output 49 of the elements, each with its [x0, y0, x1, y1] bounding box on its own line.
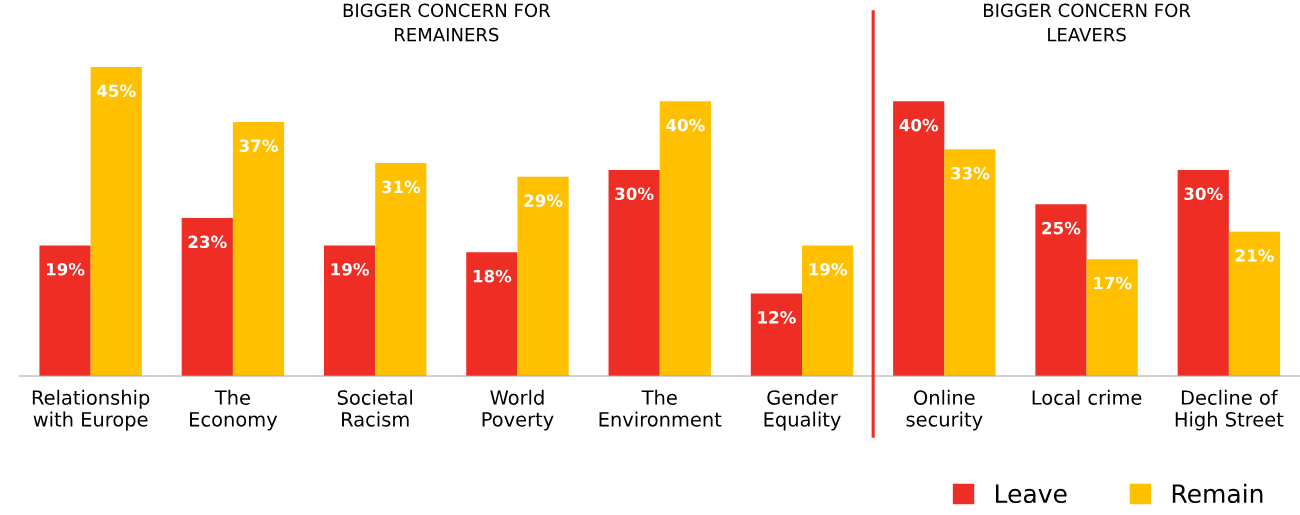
data-label: 19% [331, 262, 369, 276]
data-label: 25% [1042, 221, 1081, 235]
x-tick-label: The Economy [190, 389, 278, 431]
data-label: 30% [1184, 187, 1223, 201]
x-tick-label: The Environment [599, 389, 722, 427]
data-label: 31% [381, 180, 421, 194]
legend-label: Remain [1172, 483, 1263, 504]
bar [802, 245, 854, 376]
data-label: 40% [666, 118, 705, 132]
text: BIGGER CONCERN FOR LEAVERS [984, 3, 1191, 42]
data-label: 33% [951, 166, 990, 180]
bar [232, 121, 285, 376]
data-label: 23% [188, 235, 227, 249]
bar [181, 218, 233, 376]
x-tick-label: Online security [906, 389, 983, 431]
bar [1177, 169, 1229, 376]
bar [90, 66, 142, 376]
bar [750, 293, 803, 376]
bar [608, 169, 660, 376]
x-tick-label: Societal Racism [337, 389, 412, 427]
data-label: 21% [1235, 249, 1274, 262]
x-tick-label: Local crime [1032, 389, 1142, 405]
bar [375, 163, 427, 376]
bar [39, 245, 91, 376]
data-label: 17% [1094, 276, 1132, 290]
bar [659, 101, 711, 376]
data-label: 18% [473, 269, 512, 283]
x-tick-label: World Poverty [482, 389, 554, 431]
bar [1086, 259, 1138, 376]
bar [517, 176, 569, 376]
data-label: 19% [46, 262, 85, 276]
data-label: 37% [239, 139, 278, 152]
bar [1035, 204, 1087, 376]
data-label: 19% [809, 262, 848, 276]
data-label: 30% [615, 187, 654, 201]
bar [323, 245, 376, 376]
x-tick-label: Relationship with Europe [32, 389, 150, 431]
bar [893, 101, 945, 376]
x-tick-label: Gender Equality [764, 389, 841, 431]
x-tick-label: Decline of High Street [1175, 389, 1284, 431]
legend-label: Leave [995, 484, 1067, 504]
data-label: 12% [758, 311, 796, 324]
data-label: 45% [97, 84, 136, 98]
data-label: 40% [899, 118, 939, 132]
bar [466, 252, 518, 376]
bar [1228, 231, 1281, 376]
text: BIGGER CONCERN FOR REMAINERS [343, 3, 551, 42]
data-label: 29% [524, 194, 563, 207]
bar [944, 149, 996, 376]
